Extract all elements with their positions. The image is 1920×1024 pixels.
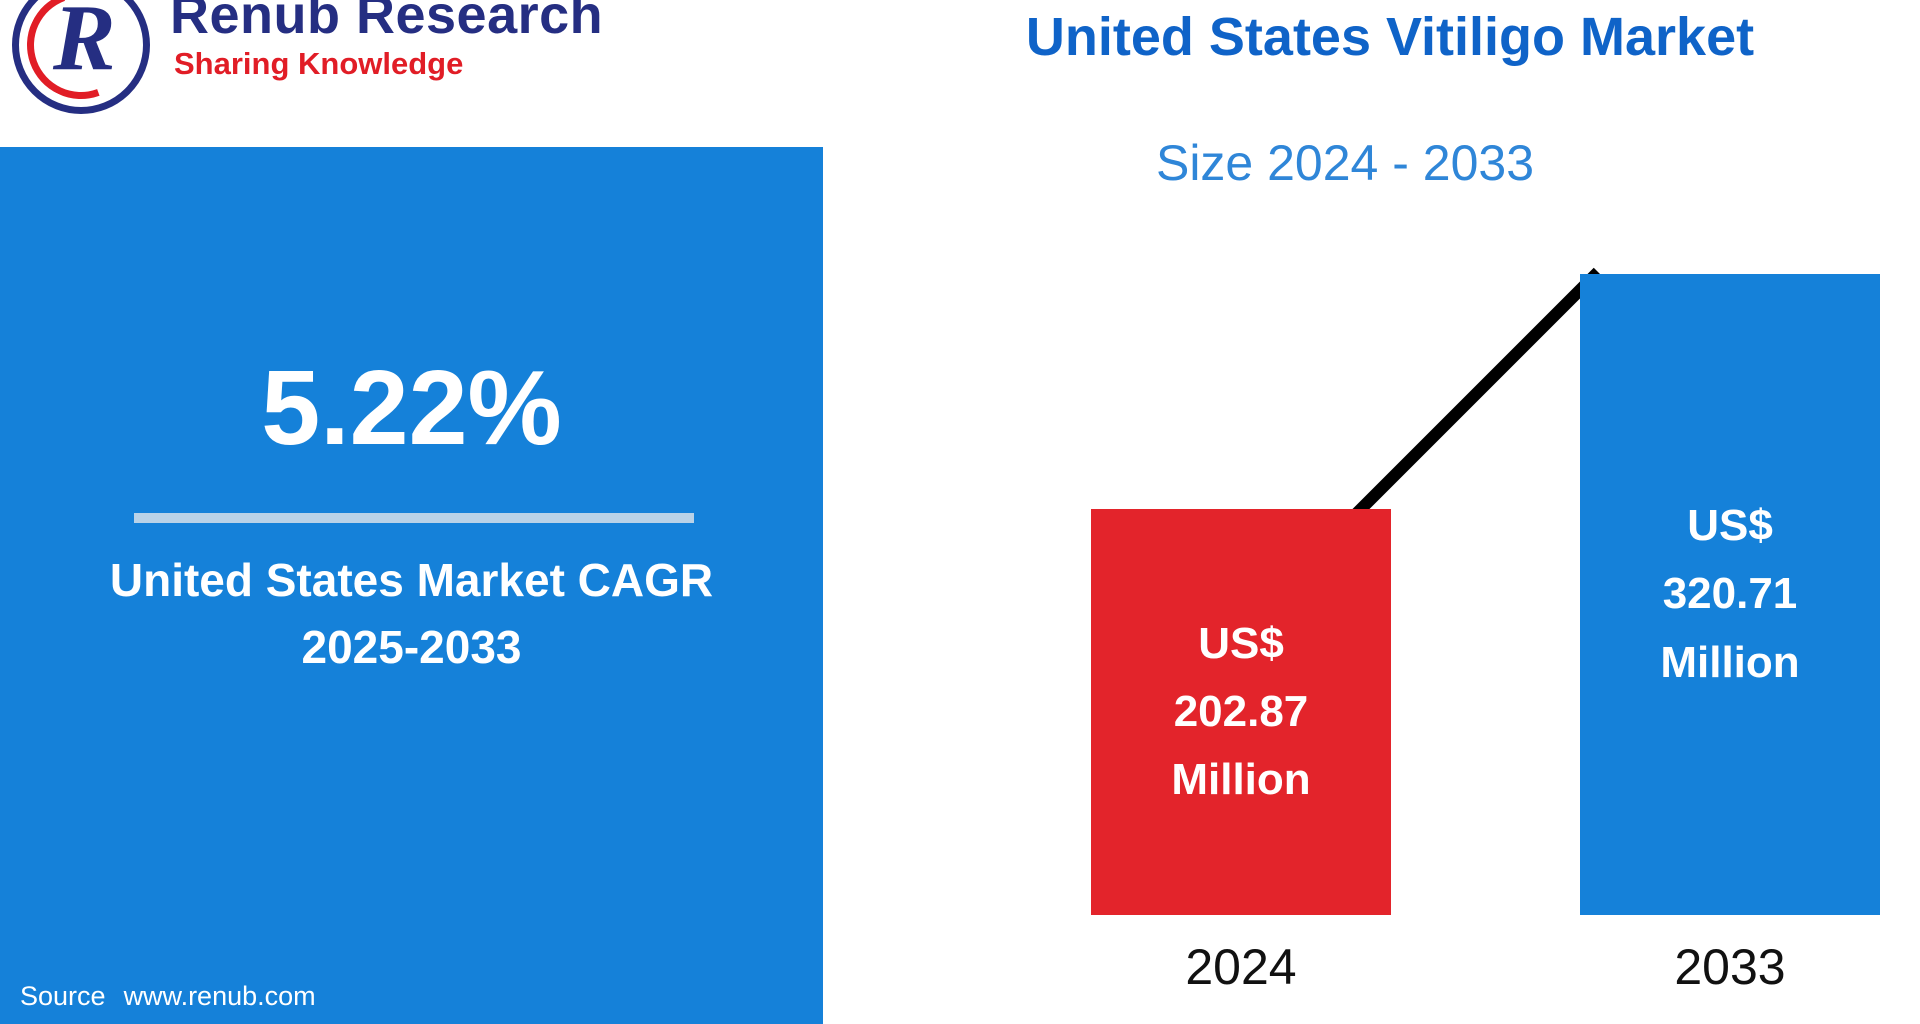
- axis-label-2024: 2024: [1185, 939, 1297, 995]
- chart-subtitle: Size 2024 - 2033: [1155, 135, 1535, 191]
- brand-name: Renub Research: [170, 0, 604, 45]
- axis-label-2033: 2033: [1674, 939, 1786, 995]
- left-panel: 5.22% United States Market CAGR 2025-203…: [0, 147, 823, 1024]
- renub-logo-icon: R: [9, 0, 153, 117]
- cagr-value: 5.22%: [261, 349, 562, 467]
- bar-2024-value-label: US$ 202.87 Million: [1171, 610, 1310, 815]
- bar-2024-label-line1: US$: [1198, 618, 1284, 668]
- brand-tagline: Sharing Knowledge: [174, 46, 464, 81]
- bar-2024-label-line3: Million: [1171, 755, 1311, 805]
- divider-line: [134, 513, 694, 523]
- bar-2024-label-line2: 202.87: [1173, 686, 1309, 736]
- bar-2033-label-line2: 320.71: [1662, 569, 1798, 619]
- cagr-label-line2: 2025-2033: [301, 620, 522, 673]
- cagr-label-line1: United States Market CAGR: [109, 554, 714, 606]
- bar-2033-label-line3: Million: [1660, 637, 1800, 687]
- chart-title: United States Vitiligo Market: [1025, 7, 1755, 67]
- source-note: Source www.renub.com: [20, 981, 316, 1012]
- bar-2033-label-line1: US$: [1687, 501, 1773, 551]
- logo-r-glyph: R: [53, 0, 116, 90]
- source-label: Source: [20, 981, 106, 1011]
- bar-2033-value-label: US$ 320.71 Million: [1660, 492, 1799, 697]
- logo-text: Renub Research Sharing Knowledge: [170, 0, 603, 82]
- bar-2033: US$ 320.71 Million: [1580, 274, 1880, 915]
- brand-logo: R Renub Research Sharing Knowledge: [9, 0, 603, 117]
- bar-2024: US$ 202.87 Million: [1091, 509, 1391, 915]
- cagr-label: United States Market CAGR 2025-2033: [0, 547, 823, 680]
- source-url: www.renub.com: [123, 981, 316, 1011]
